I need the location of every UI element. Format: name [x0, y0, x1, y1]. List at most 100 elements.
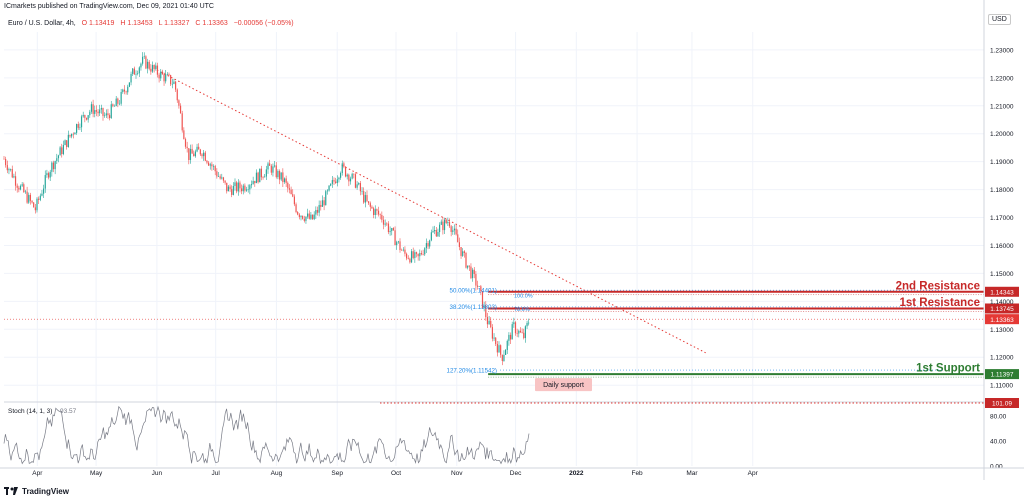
candle-body [377, 210, 380, 215]
tradingview-footer[interactable]: TradingView [4, 487, 69, 496]
candle-body [250, 184, 253, 186]
time-tick-label: Dec [510, 470, 522, 477]
price-axis-marker-text: 1.14343 [990, 289, 1014, 296]
downtrend-line [156, 69, 706, 354]
candle-body [283, 178, 286, 183]
candle-body [472, 269, 474, 279]
candle-body [384, 223, 386, 225]
candle-body [199, 149, 201, 155]
candle-body [470, 266, 472, 279]
candle-body [244, 185, 246, 191]
candle-body [396, 242, 398, 246]
candle-body [348, 174, 350, 182]
candle-body [496, 343, 498, 353]
price-tick-label: 1.23000 [990, 47, 1014, 54]
candle-body [516, 333, 518, 334]
price-tick-label: 1.13000 [990, 327, 1014, 334]
candle-body [99, 109, 101, 114]
price-tick-label: 1.15000 [990, 271, 1014, 278]
fib-label: 127.20%(1.11542) [447, 367, 497, 374]
candle-body [447, 222, 449, 224]
candle-body [105, 113, 107, 116]
candle-body [153, 65, 155, 69]
candle-body [442, 221, 444, 231]
candle-body [14, 176, 17, 186]
candle-body [80, 116, 83, 128]
candle-body [165, 74, 167, 82]
candle-body [300, 215, 302, 217]
candle-body [208, 162, 210, 166]
candle-body [288, 188, 291, 190]
stoch-value: 93.57 [60, 408, 77, 415]
candle-body [257, 172, 259, 183]
candle-body [62, 145, 64, 155]
candle-body [354, 174, 357, 188]
candle-body [109, 115, 111, 119]
candle-body [353, 173, 355, 175]
candle-body [462, 251, 464, 256]
candle-body [241, 188, 243, 192]
candle-body [84, 114, 86, 118]
candle-body [465, 252, 467, 268]
trendline [156, 69, 706, 354]
candle-body [389, 231, 391, 233]
candle-body [163, 74, 165, 82]
candle-body [120, 91, 122, 104]
candle-body [297, 211, 299, 215]
candle-body [118, 103, 121, 105]
candle-body [335, 181, 337, 184]
candle-body [450, 226, 452, 232]
candle-body [133, 68, 135, 75]
candle-body [5, 158, 7, 166]
candle-body [34, 207, 36, 211]
candle-body [29, 194, 31, 201]
candle-body [293, 196, 295, 205]
candle-body [188, 148, 190, 161]
candle-body [270, 165, 272, 173]
candle-body [127, 86, 129, 93]
change-value: −0.00056 (−0.05%) [233, 20, 294, 27]
candle-body [458, 242, 460, 247]
candle-body [460, 246, 462, 256]
daily-support-label: Daily support [543, 382, 584, 389]
candle-body [254, 180, 256, 184]
annotations: Daily support [535, 378, 592, 392]
candle-body [524, 326, 526, 339]
candle-body [237, 182, 239, 192]
candle-body [338, 177, 340, 180]
axes: 1.23000 1.22000 1.21000 1.20000 1.19000 1.180… [0, 0, 1024, 480]
candle-body [61, 147, 63, 155]
time-tick-label: Sep [331, 470, 343, 477]
price-axis-marker-text: 1.13745 [990, 306, 1014, 313]
candle-body [232, 186, 234, 195]
candle-body [303, 218, 305, 221]
candle-body [43, 188, 45, 194]
candle-body [277, 170, 279, 178]
candle-body [21, 184, 23, 186]
candle-body [186, 146, 188, 149]
candle-body [391, 228, 393, 232]
candle-body [135, 73, 137, 75]
currency-button[interactable]: USD [988, 14, 1011, 25]
candle-body [214, 166, 216, 172]
candle-body [513, 322, 515, 325]
candle-body [376, 209, 378, 211]
price-tick-label: 1.21000 [990, 103, 1014, 110]
candle-body [363, 191, 365, 203]
candle-body [259, 168, 261, 183]
candle-body [255, 172, 258, 184]
candle-body [440, 221, 442, 225]
candle-body [310, 214, 312, 219]
candle-body [184, 139, 187, 147]
price-tick-label: 1.19000 [990, 159, 1014, 166]
candle-body [209, 164, 211, 166]
time-tick-label: Feb [631, 470, 643, 477]
candle-body [519, 330, 522, 333]
candle-body [46, 173, 48, 176]
candle-body [414, 252, 416, 258]
candle-body [321, 200, 324, 207]
candle-body [194, 151, 196, 157]
candle-body [140, 63, 142, 68]
candle-body [198, 146, 200, 150]
stoch-line [3, 405, 530, 465]
